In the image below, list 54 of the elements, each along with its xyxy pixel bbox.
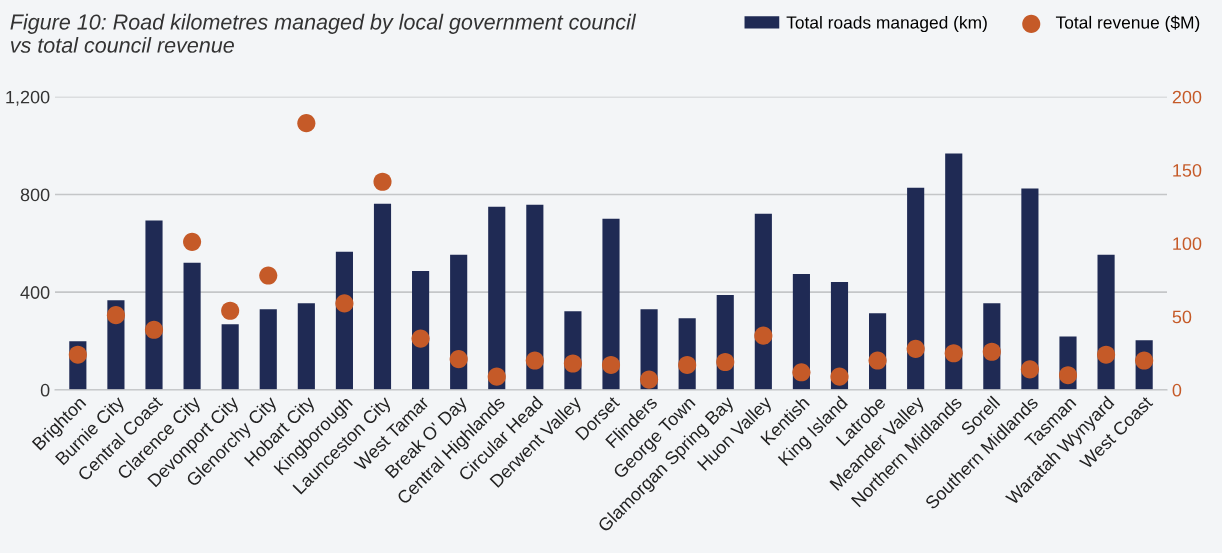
- bar: [488, 206, 506, 390]
- point: [982, 342, 1001, 361]
- bar: [754, 213, 772, 390]
- y2-tick-label: 150: [1173, 163, 1202, 177]
- bar: [945, 153, 963, 390]
- point: [1020, 360, 1039, 379]
- point: [601, 355, 621, 375]
- chart-title: Figure 10: Road kilometres managed by local government council vs total council revenue: [10, 13, 637, 53]
- bar: [1021, 188, 1039, 390]
- y2-tick-label: 0: [1172, 383, 1182, 397]
- legend-label: Total revenue ($M): [1055, 15, 1200, 33]
- point: [449, 350, 468, 369]
- point: [525, 351, 544, 370]
- y2-tick-label: 50: [1172, 310, 1192, 324]
- point: [259, 266, 278, 285]
- y-tick-label: 400: [20, 286, 50, 299]
- y-tick-label: 1,200: [6, 90, 50, 106]
- point: [221, 301, 240, 320]
- point: [335, 294, 354, 313]
- point: [868, 351, 887, 370]
- point: [678, 355, 697, 375]
- legend-label: Total roads managed (km): [786, 15, 987, 33]
- point: [716, 352, 735, 372]
- point: [297, 114, 316, 133]
- point: [830, 367, 849, 386]
- point: [563, 354, 582, 373]
- point: [68, 345, 87, 364]
- point: [183, 232, 202, 251]
- point: [106, 306, 125, 325]
- point: [754, 326, 773, 345]
- bar: [145, 220, 163, 390]
- bar: [297, 303, 315, 390]
- bar: [526, 204, 544, 390]
- point: [1135, 351, 1154, 370]
- y2-tick-label: 100: [1173, 237, 1202, 251]
- point: [944, 344, 963, 363]
- bar: [183, 262, 201, 390]
- bar: [373, 203, 392, 390]
- y2-tick-label: 200: [1172, 90, 1202, 104]
- point: [144, 320, 164, 339]
- point: [373, 172, 392, 191]
- point: [487, 367, 506, 386]
- point: [1097, 345, 1116, 364]
- y-tick-label: 0: [40, 383, 50, 397]
- bar: [907, 187, 925, 390]
- point: [640, 370, 659, 389]
- y-tick-label: 800: [20, 188, 50, 202]
- bar: [602, 218, 620, 390]
- point: [411, 329, 430, 348]
- bar: [221, 324, 239, 390]
- point: [906, 339, 925, 358]
- point: [1058, 366, 1078, 385]
- bar: [259, 309, 277, 390]
- point: [792, 363, 811, 382]
